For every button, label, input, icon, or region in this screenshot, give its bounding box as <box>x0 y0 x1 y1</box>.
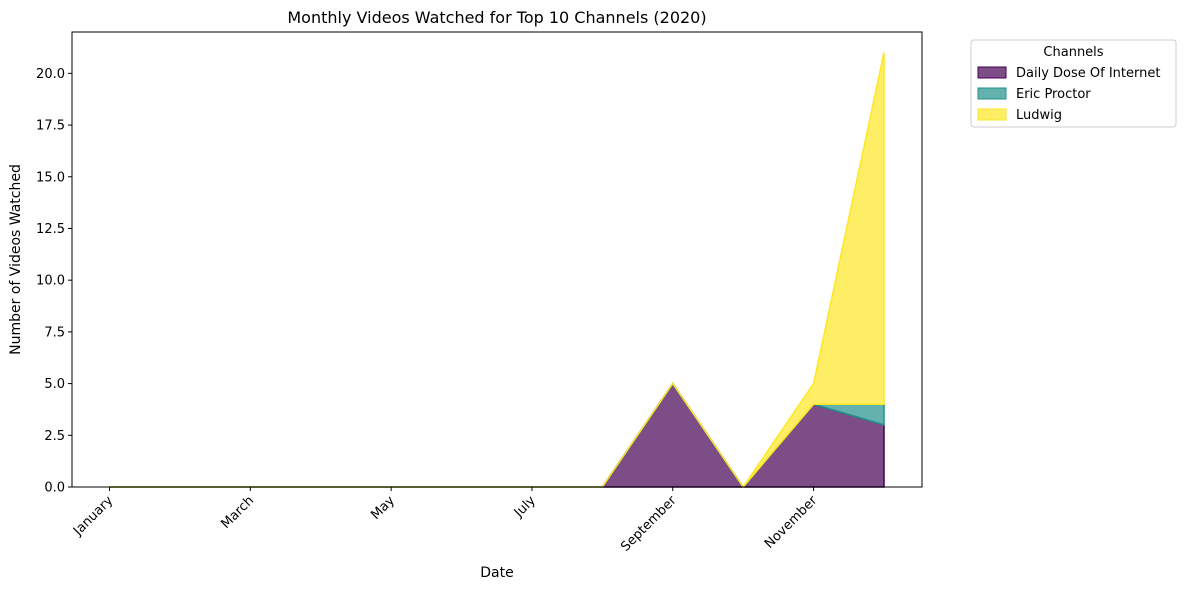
y-axis: 0.0 2.5 5.0 7.5 10.0 12.5 15.0 17.5 20.0 <box>36 67 72 496</box>
legend-box <box>970 39 1177 128</box>
legend: Channels Daily Dose Of Internet Eric Proc… <box>970 39 1177 128</box>
plot-frame <box>71 31 923 488</box>
area-ludwig <box>109 52 885 489</box>
x-axis-label: Date <box>480 565 513 581</box>
legend-swatch-eric-proctor <box>977 87 1007 100</box>
x-tick-label: July <box>511 493 539 521</box>
y-tick-label: 17.5 <box>36 119 65 134</box>
y-tick-label: 5.0 <box>44 377 65 392</box>
legend-title: Channels <box>1043 45 1103 60</box>
legend-label-daily-dose-of-internet: Daily Dose Of Internet <box>1016 66 1160 81</box>
x-axis: January March May July September November <box>70 487 821 555</box>
legend-swatch-ludwig <box>977 108 1007 121</box>
y-axis-label: Number of Videos Watched <box>8 164 24 355</box>
legend-label-ludwig: Ludwig <box>1016 108 1062 123</box>
chart-title: Monthly Videos Watched for Top 10 Channe… <box>287 8 706 27</box>
x-tick-label: November <box>762 493 821 552</box>
x-tick-label: January <box>70 493 116 539</box>
y-tick-label: 7.5 <box>44 325 65 340</box>
x-tick-label: March <box>219 493 258 532</box>
y-tick-label: 10.0 <box>36 274 65 289</box>
x-tick-label: May <box>368 493 398 523</box>
y-tick-label: 20.0 <box>36 67 65 82</box>
legend-swatch-daily-dose-of-internet <box>977 66 1007 79</box>
y-tick-label: 2.5 <box>44 429 65 444</box>
area-daily-dose-of-internet <box>109 382 885 489</box>
legend-label-eric-proctor: Eric Proctor <box>1016 87 1091 102</box>
x-tick-label: September <box>618 493 680 555</box>
y-tick-label: 15.0 <box>36 170 65 185</box>
area-layers <box>109 52 885 489</box>
y-tick-label: 12.5 <box>36 222 65 237</box>
y-tick-label: 0.0 <box>44 481 65 496</box>
